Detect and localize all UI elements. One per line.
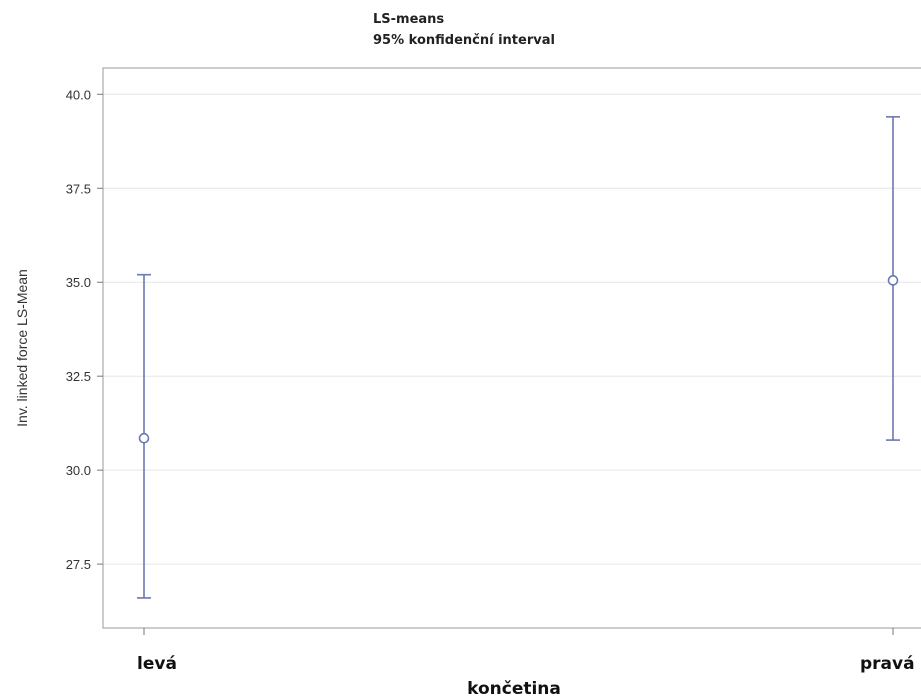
- x-axis: levá pravá: [137, 628, 915, 674]
- y-tick-label: 27.5: [66, 557, 91, 572]
- x-axis-title: končetina: [467, 679, 561, 698]
- y-axis: 27.5 30.0 32.5 35.0 37.5 40.0: [66, 87, 103, 572]
- y-tick-label: 40.0: [66, 87, 91, 102]
- y-tick-label: 32.5: [66, 369, 91, 384]
- error-bar-series: [137, 116, 900, 599]
- ls-mean-marker: [887, 275, 899, 286]
- y-tick-label: 37.5: [66, 181, 91, 196]
- y-axis-title: Inv. linked force LS-Mean: [14, 269, 30, 427]
- y-tick-label: 35.0: [66, 275, 91, 290]
- plot-area: [102, 67, 921, 629]
- x-tick-label-0: levá: [137, 654, 177, 674]
- ls-mean-marker: [138, 432, 150, 444]
- gridlines: [103, 93, 921, 565]
- x-tick-label-1: pravá: [860, 654, 915, 674]
- y-tick-label: 30.0: [66, 463, 91, 478]
- error-bar-1: [886, 116, 900, 441]
- chart-title: LS-means: [373, 12, 444, 27]
- chart-subtitle: 95% konfidenční interval: [373, 33, 555, 48]
- error-bar-0: [137, 273, 151, 599]
